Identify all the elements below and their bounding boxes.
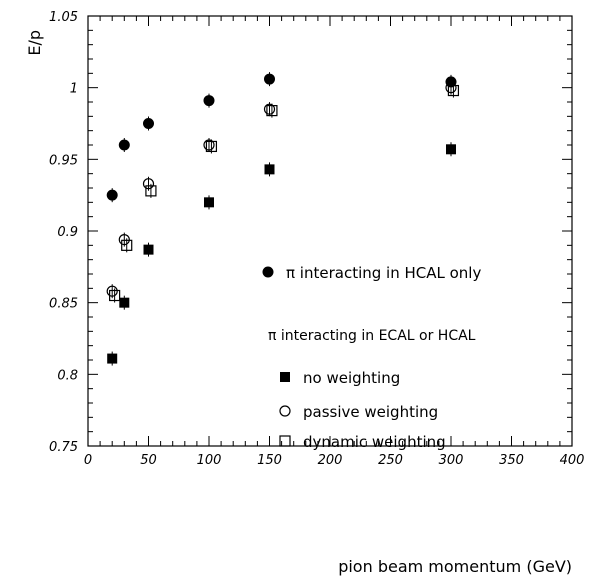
y-tick-label: 0.8	[57, 368, 78, 383]
y-tick-label: 1.05	[49, 10, 78, 25]
data-point-open-circle	[142, 178, 155, 190]
legend-group-title: π interacting in ECAL or HCAL	[268, 328, 476, 344]
data-point-filled-square	[107, 353, 118, 364]
legend-marker-open-circle	[279, 405, 291, 417]
data-point-open-circle	[263, 103, 276, 115]
data-point-open-square	[266, 104, 278, 117]
legend-marker-filled-circle	[262, 266, 274, 278]
data-point-open-circle	[118, 234, 130, 246]
data-point-open-circle	[445, 82, 457, 94]
data-point-open-circle	[106, 285, 118, 297]
data-point-open-square	[145, 185, 157, 197]
data-point-filled-square	[119, 297, 130, 308]
x-tick-label: 150	[257, 453, 282, 468]
y-tick-label: 0.75	[49, 440, 78, 455]
x-tick-label: 250	[378, 453, 403, 468]
data-point-open-square	[121, 239, 133, 251]
data-point-filled-circle	[203, 95, 215, 107]
legend-label: no weighting	[303, 369, 400, 387]
x-tick-label: 350	[499, 453, 524, 468]
axis-tick-labels: 0 50 100 150 200 250 300 350 400 0.75 0.8 0.85 0.9 0.…	[49, 10, 584, 468]
legend-label: passive weighting	[303, 403, 438, 421]
legend-label: π interacting in HCAL only	[286, 264, 481, 282]
x-tick-label: 200	[318, 453, 343, 468]
x-tick-label: 100	[197, 453, 222, 468]
data-points	[106, 72, 460, 366]
y-axis-title: E/p	[25, 30, 44, 56]
axis-ticks	[87, 15, 573, 447]
data-point-filled-circle	[118, 139, 130, 151]
x-tick-label: 0	[84, 453, 92, 468]
data-point-open-circle	[203, 139, 215, 151]
data-point-filled-square	[204, 197, 214, 208]
legend-marker-filled-square	[280, 372, 290, 382]
legend-marker-open-square	[279, 435, 291, 447]
y-tick-label: 0.9	[57, 225, 78, 240]
data-point-filled-square	[264, 164, 275, 175]
data-point-open-square	[109, 289, 121, 302]
data-point-filled-circle	[264, 73, 275, 85]
data-point-open-square	[205, 140, 218, 153]
data-point-filled-circle	[143, 118, 154, 129]
y-tick-label: 1	[70, 82, 78, 97]
data-point-filled-square	[143, 244, 154, 255]
data-point-filled-circle	[106, 189, 118, 201]
legend-label: dynamic weighting	[303, 433, 446, 451]
x-tick-label: 300	[439, 453, 464, 468]
y-tick-label: 0.85	[49, 297, 78, 312]
y-tick-label: 0.95	[49, 153, 78, 168]
legend: π interacting in HCAL only no weighting pa…	[262, 264, 481, 451]
x-tick-label: 50	[140, 453, 157, 468]
data-point-filled-square	[446, 144, 456, 155]
x-tick-label: 400	[560, 453, 585, 468]
x-axis-title: pion beam momentum (GeV)	[338, 557, 572, 576]
data-point-open-square	[447, 84, 460, 97]
